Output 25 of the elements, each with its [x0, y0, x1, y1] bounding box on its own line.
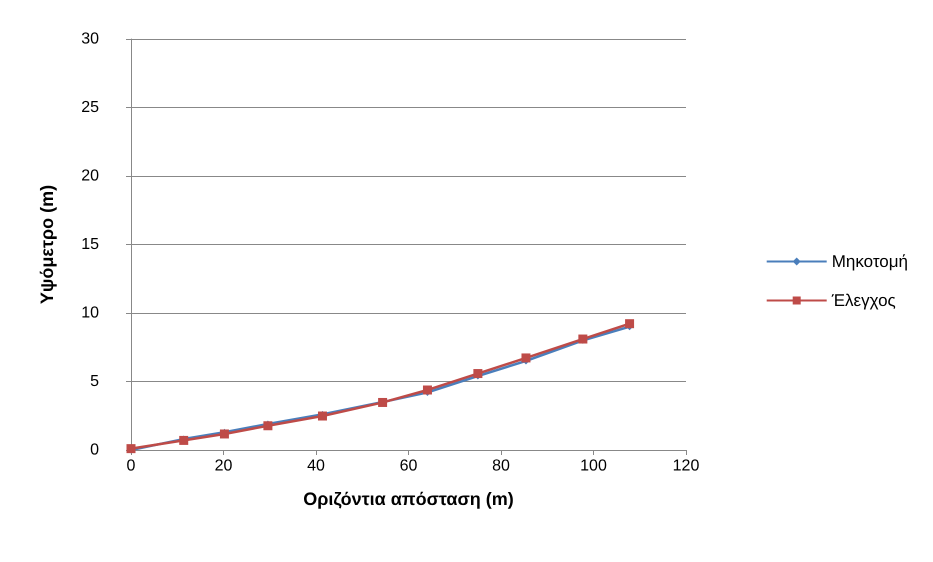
point	[473, 369, 482, 378]
y-tick-label: 30	[81, 30, 100, 48]
point	[220, 429, 229, 438]
y-tick-label: 15	[81, 236, 100, 253]
x-tick-label: 0	[126, 458, 136, 474]
x-tick-label: 20	[214, 458, 232, 474]
point	[263, 421, 272, 430]
x-tick-label: 100	[580, 458, 607, 474]
y-axis-title: Υψόμετρο (m)	[37, 184, 57, 304]
y-tick-label: 25	[81, 99, 100, 116]
x-axis-title: Οριζόντια απόσταση (m)	[303, 489, 514, 509]
y-tick-label: 20	[81, 168, 100, 184]
x-tick-label: 80	[492, 458, 510, 474]
y-tick-label: 10	[81, 304, 100, 322]
point	[422, 385, 432, 394]
y-tick-label: 0	[90, 442, 100, 458]
y-tick-label: 5	[90, 373, 100, 390]
x-tick-label: 120	[672, 458, 700, 474]
point	[318, 412, 327, 421]
legend-label: Έλεγχος	[830, 291, 896, 310]
x-tick-label: 60	[400, 458, 418, 474]
legend-label: Μηκοτομή	[832, 252, 908, 271]
x-tick-label: 40	[307, 458, 325, 474]
point	[521, 353, 530, 362]
point	[625, 319, 634, 328]
